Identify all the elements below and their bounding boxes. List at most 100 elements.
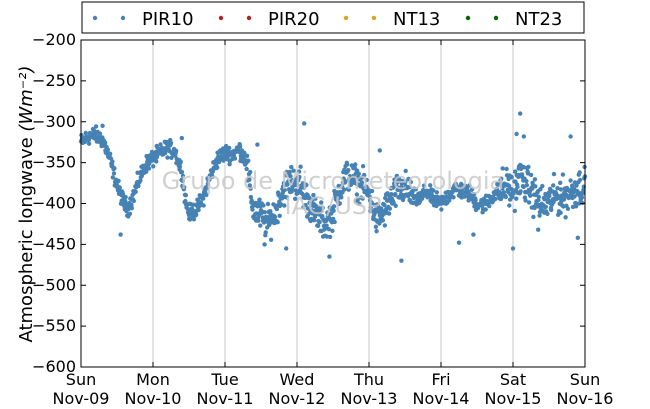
data-point [487,203,492,209]
x-tick-label-date: Nov-15 [485,389,542,408]
data-point [180,178,185,184]
data-point [112,166,117,171]
legend-marker [371,15,377,21]
data-point [551,171,557,177]
data-point [536,227,541,232]
data-point [421,187,426,193]
data-point [182,185,187,190]
data-point [129,206,134,211]
data-point [183,193,188,198]
data-point [107,151,113,156]
data-point [244,166,249,172]
data-point [514,131,519,137]
data-point [127,211,133,216]
data-point [503,194,508,200]
data-point [136,183,141,189]
y-axis-label-text: Atmospheric longwave [16,137,37,342]
data-point [555,186,560,191]
data-point [514,196,519,201]
data-point [356,171,361,176]
data-point [359,180,365,185]
data-point [284,246,289,251]
data-point [91,128,97,133]
y-tick-label: −300 [32,112,76,131]
legend-marker [343,15,349,21]
data-point [431,188,436,193]
data-point [205,181,211,187]
data-point [393,203,398,208]
data-point [403,179,408,184]
data-point [179,169,185,175]
data-point [551,183,556,188]
data-point [351,177,357,182]
data-point [319,200,324,205]
data-point [179,135,184,141]
data-point [345,162,350,167]
data-point [178,159,183,164]
data-point [129,202,134,207]
data-point [248,186,253,191]
data-point [232,156,238,161]
data-point [204,192,209,198]
legend-item-nt23: NT23 [465,9,562,30]
x-tick-label-day: Fri [431,370,450,389]
legend: PIR10 PIR20 NT13 NT23 [81,1,585,34]
data-point [397,176,402,182]
data-point [287,169,292,175]
data-point [467,183,472,188]
data-point [393,192,398,197]
data-point [296,169,302,174]
data-point [462,194,467,199]
svg-text:Atmospheric longwave (Wm: Atmospheric longwave (Wm⁻²) [16,65,37,342]
data-point [110,159,115,164]
data-point [311,192,316,198]
data-point [483,207,488,212]
data-point [407,185,412,190]
data-point [288,174,293,179]
data-point [558,180,563,185]
data-point [102,140,108,145]
data-point [367,194,372,199]
data-point [574,183,579,188]
data-point [530,186,535,191]
data-point [408,179,413,185]
data-point [568,134,573,139]
data-point [439,207,444,212]
data-point [247,177,252,182]
x-tick-label-day: Sat [500,370,526,389]
data-point [291,168,296,173]
data-point [579,195,585,200]
data-point [515,184,520,190]
data-point [526,164,531,170]
data-point [327,234,333,240]
x-tick-label-date: Nov-09 [53,389,110,408]
legend-marker [92,15,98,21]
x-tick-label-day: Wed [280,370,315,389]
data-point [294,182,300,187]
data-point [310,211,315,216]
data-point [348,182,354,187]
data-point [341,187,347,192]
data-point [116,178,121,184]
data-point [510,246,516,251]
data-point [272,214,278,220]
data-point [324,223,329,228]
data-point [242,150,247,155]
data-point [391,185,396,190]
data-point [320,214,325,219]
data-point [343,178,348,184]
data-point [403,168,408,174]
data-point [504,166,509,172]
data-point [123,194,128,200]
data-point [86,141,92,146]
legend-label: PIR10 [142,9,194,30]
data-point [394,183,399,188]
data-point [565,206,571,211]
data-point [111,171,117,176]
x-tick-label-date: Nov-14 [413,389,470,408]
data-point [339,195,344,200]
data-point [237,144,243,149]
y-tick-label: −400 [32,194,76,213]
data-point [196,207,201,213]
data-point [154,159,159,164]
